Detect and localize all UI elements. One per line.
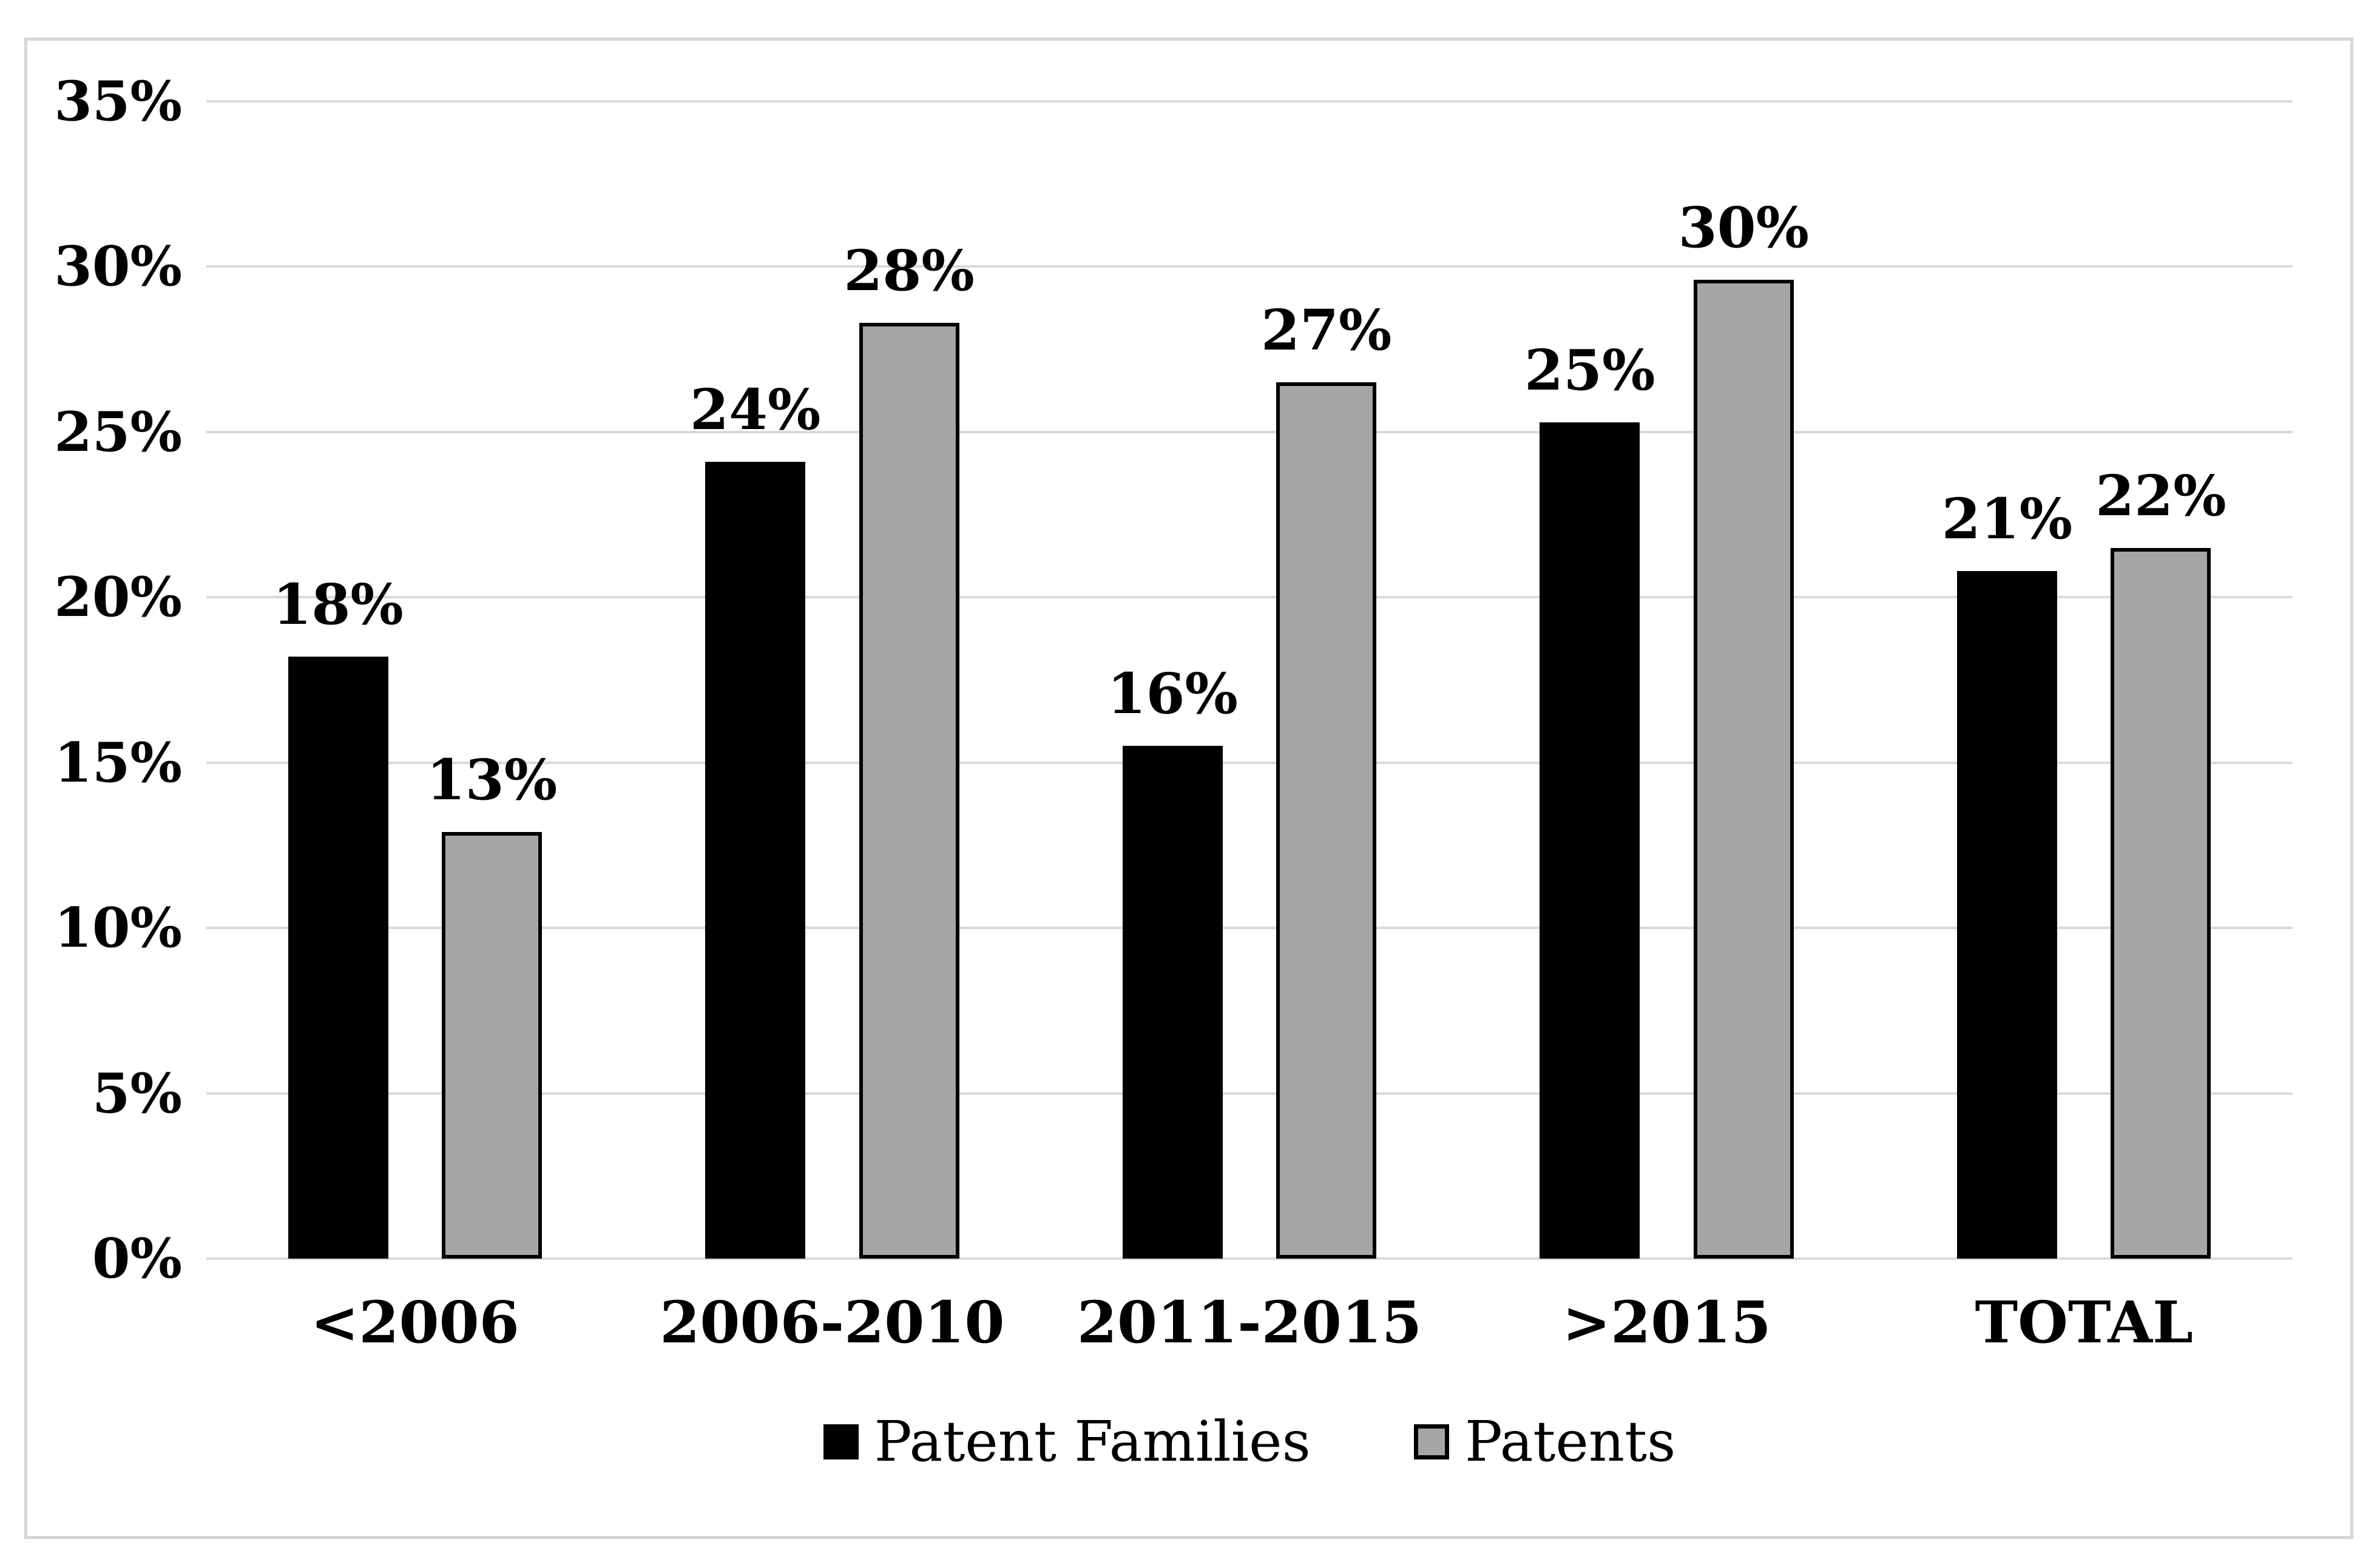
bar-with-label: 22% — [2095, 468, 2226, 1259]
x-category-label: <2006 — [310, 1289, 519, 1356]
bar-with-label: 27% — [1261, 302, 1391, 1259]
y-tick-label: 0% — [92, 1226, 182, 1291]
gridline — [206, 1257, 2293, 1260]
bar-group: 16% 27% — [1041, 101, 1458, 1259]
bar-with-label: 13% — [427, 752, 557, 1259]
bar-value-label: 13% — [426, 747, 558, 813]
bar-value-label: 30% — [1678, 195, 1810, 260]
legend-label: Patents — [1464, 1409, 1676, 1474]
y-tick-label: 35% — [54, 69, 182, 134]
legend-item: Patents — [1413, 1409, 1676, 1474]
bar-group: 25% 30% — [1458, 101, 1876, 1259]
x-category-label: >2015 — [1562, 1289, 1771, 1356]
x-category-label: 2006-2010 — [660, 1289, 1005, 1356]
bar-value-label: 18% — [272, 572, 404, 637]
legend-swatch-icon — [1413, 1424, 1449, 1459]
bar-with-label: 21% — [1942, 491, 2072, 1259]
bar-group: 18% 13% — [206, 101, 624, 1259]
bar-with-label: 28% — [843, 238, 975, 1259]
gridline — [206, 761, 2293, 764]
bar-gray — [1276, 382, 1377, 1259]
y-tick-label: 5% — [92, 1061, 182, 1126]
bar-black — [1540, 422, 1640, 1259]
bar-groups: 18% 13% 24% 28% 16% 27% 25% 30% 21% 22% — [206, 101, 2293, 1259]
bar-group: 21% 22% — [1875, 101, 2293, 1259]
y-tick-label: 10% — [54, 896, 182, 961]
bar-black — [705, 462, 806, 1259]
bar-gray — [1693, 280, 1794, 1259]
gridline — [206, 100, 2293, 103]
gridline — [206, 1092, 2293, 1095]
bar-with-label: 30% — [1679, 200, 1809, 1259]
bar-value-label: 28% — [843, 238, 975, 303]
bar-gray — [859, 323, 959, 1259]
bar-value-label: 27% — [1260, 297, 1392, 363]
bar-with-label: 18% — [272, 572, 404, 1259]
y-tick-label: 20% — [54, 565, 182, 630]
bar-value-label: 24% — [689, 377, 821, 442]
y-tick-label: 15% — [54, 730, 182, 795]
bar-gray — [442, 832, 543, 1259]
gridline — [206, 265, 2293, 268]
bar-group: 24% 28% — [624, 101, 1041, 1259]
bar-black — [1956, 571, 2057, 1259]
legend-item: Patent Families — [823, 1414, 1311, 1470]
bar-black — [288, 657, 388, 1259]
bar-black — [1122, 746, 1223, 1259]
legend-swatch-icon — [823, 1424, 859, 1459]
legend-label: Patent Families — [874, 1409, 1311, 1474]
bar-with-label: 25% — [1524, 342, 1655, 1259]
x-axis: <2006 2006-2010 2011-2015 >2015 TOTAL — [206, 1294, 2293, 1351]
bar-with-label: 24% — [690, 382, 820, 1259]
bar-value-label: 16% — [1107, 661, 1238, 726]
gridline — [206, 430, 2293, 433]
bar-gray — [2111, 548, 2211, 1259]
gridline — [206, 596, 2293, 599]
bar-with-label: 16% — [1107, 666, 1238, 1259]
legend: Patent Families Patents — [206, 1414, 2293, 1470]
x-category-label: 2011-2015 — [1077, 1289, 1422, 1356]
gridline — [206, 927, 2293, 930]
bar-value-label: 25% — [1524, 337, 1655, 403]
x-category-label: TOTAL — [1975, 1289, 2193, 1356]
y-tick-label: 30% — [54, 234, 182, 299]
bar-value-label: 21% — [1941, 486, 2073, 552]
y-axis: 35% 30% 25% 20% 15% 10% 5% 0% — [0, 74, 182, 1286]
y-tick-label: 25% — [54, 399, 182, 464]
bar-value-label: 22% — [2095, 463, 2226, 529]
plot-area — [206, 100, 2293, 1260]
